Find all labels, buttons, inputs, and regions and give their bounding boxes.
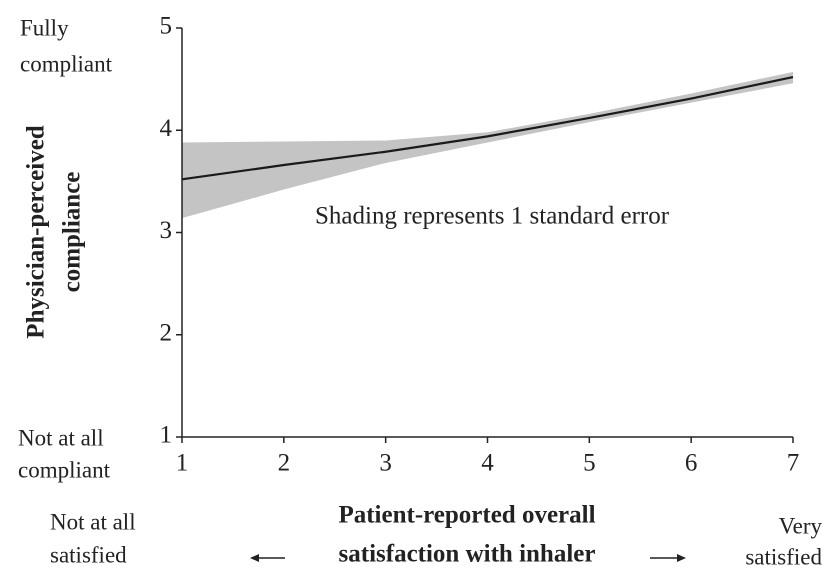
- y-tick-label: 3: [160, 217, 173, 244]
- x-tick-label: 6: [685, 450, 698, 477]
- y-axis-title: compliance: [59, 172, 86, 293]
- y-top-label: Fully: [20, 15, 69, 40]
- y-tick-label: 5: [160, 13, 173, 40]
- arrow-left: [250, 554, 285, 562]
- annotation: Shading represents 1 standard error: [315, 203, 670, 230]
- x-left-label: satisfied: [50, 542, 127, 567]
- y-top-label: compliant: [20, 51, 113, 76]
- line: [181, 76, 794, 181]
- x-right-label: Very: [779, 513, 823, 538]
- y-tick-label: 4: [160, 115, 173, 142]
- y-tick-label: 1: [160, 422, 173, 449]
- x-axis-title: satisfaction with inhaler: [339, 541, 596, 568]
- x-tick-label: 1: [176, 450, 189, 477]
- x-tick-label: 7: [787, 450, 800, 477]
- y-tick-label: 2: [160, 319, 173, 346]
- error-band: [182, 71, 793, 219]
- x-tick-label: 4: [481, 450, 494, 477]
- y-bottom-label: Not at all: [18, 425, 104, 450]
- x-tick-label: 5: [583, 450, 596, 477]
- y-bottom-label: compliant: [18, 457, 111, 482]
- x-tick-label: 2: [278, 450, 291, 477]
- x-axis-title: Patient-reported overall: [338, 502, 595, 529]
- x-tick-label: 3: [379, 450, 392, 477]
- x-left-label: Not at all: [50, 509, 136, 534]
- x-right-label: satisfied: [745, 544, 822, 569]
- y-axis-title: Physician-perceived: [23, 125, 50, 338]
- arrow-right: [650, 554, 686, 562]
